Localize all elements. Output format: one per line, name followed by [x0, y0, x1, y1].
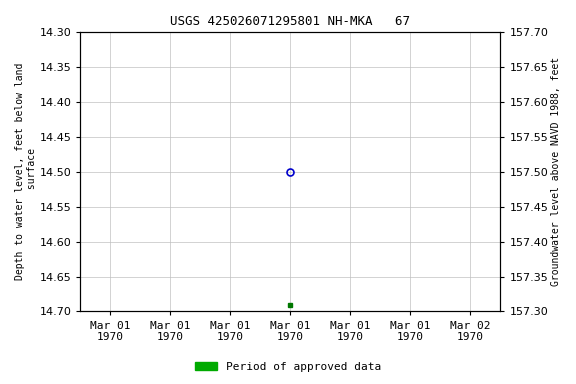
- Title: USGS 425026071295801 NH-MKA   67: USGS 425026071295801 NH-MKA 67: [170, 15, 410, 28]
- Legend: Period of approved data: Period of approved data: [191, 358, 385, 377]
- Y-axis label: Groundwater level above NAVD 1988, feet: Groundwater level above NAVD 1988, feet: [551, 57, 561, 286]
- Y-axis label: Depth to water level, feet below land
 surface: Depth to water level, feet below land su…: [15, 63, 37, 280]
